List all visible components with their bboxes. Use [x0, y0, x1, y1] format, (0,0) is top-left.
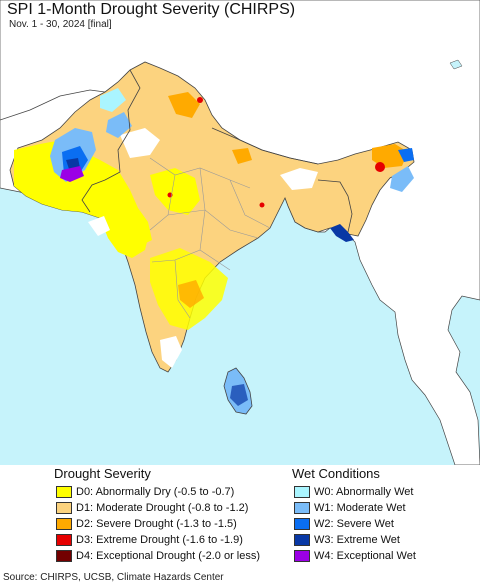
legend-item-d3: D3: Extreme Drought (-1.6 to -1.9): [56, 533, 243, 547]
legend-label: D4: Exceptional Drought (-2.0 or less): [76, 550, 261, 562]
region-d3-ladakh: [197, 97, 203, 103]
source-credit: Source: CHIRPS, UCSB, Climate Hazards Ce…: [3, 572, 224, 583]
swatch-w4: [294, 550, 310, 562]
border-pakistan-india: [81, 69, 141, 213]
map-title: SPI 1-Month Drought Severity (CHIRPS): [5, 1, 298, 19]
region-d2-himachal: [168, 92, 200, 118]
region-w3-sri-lanka: [230, 384, 248, 406]
region-normal-east: [280, 168, 318, 190]
region-w0-kp: [100, 88, 126, 112]
region-d0-central: [150, 168, 200, 215]
region-w4-pakistan: [60, 166, 84, 182]
legend-item-w1: W1: Moderate Wet: [294, 501, 406, 515]
swatch-d0: [56, 486, 72, 498]
legend-item-d2: D2: Severe Drought (-1.3 to -1.5): [56, 517, 237, 531]
region-w1-ne: [390, 166, 414, 192]
legend-label: W0: Abnormally Wet: [314, 486, 414, 498]
swatch-d3: [56, 534, 72, 546]
drought-map: [0, 0, 480, 465]
legend-wet-title: Wet Conditions: [292, 466, 380, 481]
legend: Drought Severity Wet Conditions D0: Abno…: [0, 465, 480, 586]
region-w3-bangladesh: [330, 224, 354, 242]
swatch-w1: [294, 502, 310, 514]
legend-item-d0: D0: Abnormally Dry (-0.5 to -0.7): [56, 485, 234, 499]
legend-label: D3: Extreme Drought (-1.6 to -1.9): [76, 534, 243, 546]
region-w2-ne: [398, 148, 414, 162]
state-borders: [149, 157, 271, 319]
border-bangladesh: [317, 179, 353, 233]
legend-label: W2: Severe Wet: [314, 518, 394, 530]
legend-item-d1: D1: Moderate Drought (-0.8 to -1.2): [56, 501, 248, 515]
legend-item-w3: W3: Extreme Wet: [294, 533, 400, 547]
swatch-w2: [294, 518, 310, 530]
legend-label: D2: Severe Drought (-1.3 to -1.5): [76, 518, 237, 530]
swatch-d2: [56, 518, 72, 530]
legend-item-w2: W2: Severe Wet: [294, 517, 394, 531]
swatch-d4: [56, 550, 72, 562]
legend-drought-title: Drought Severity: [54, 466, 151, 481]
swatch-d1: [56, 502, 72, 514]
legend-item-d4: D4: Exceptional Drought (-2.0 or less): [56, 549, 260, 563]
swatch-w3: [294, 534, 310, 546]
map-subtitle: Nov. 1 - 30, 2024 [final]: [7, 19, 114, 30]
region-normal-south: [160, 336, 182, 368]
lake: [449, 59, 463, 70]
border-afghanistan: [0, 89, 106, 121]
legend-label: W3: Extreme Wet: [314, 534, 400, 546]
legend-label: D1: Moderate Drought (-0.8 to -1.2): [76, 502, 249, 514]
region-d2-south: [178, 280, 204, 308]
region-d2-central: [232, 148, 252, 164]
legend-label: W1: Moderate Wet: [314, 502, 406, 514]
swatch-w0: [294, 486, 310, 498]
legend-item-w4: W4: Exceptional Wet: [294, 549, 416, 563]
region-w1-kp: [106, 112, 132, 138]
region-normal-gujarat: [88, 216, 110, 236]
region-d3-bhutan: [375, 162, 385, 172]
region-normal-north: [120, 128, 160, 158]
legend-label: W4: Exceptional Wet: [314, 550, 416, 562]
region-d0-gujarat: [100, 208, 150, 258]
legend-label: D0: Abnormally Dry (-0.5 to -0.7): [76, 486, 235, 498]
region-d3-central: [259, 202, 265, 208]
border-nepal: [211, 127, 319, 165]
legend-item-w0: W0: Abnormally Wet: [294, 485, 413, 499]
